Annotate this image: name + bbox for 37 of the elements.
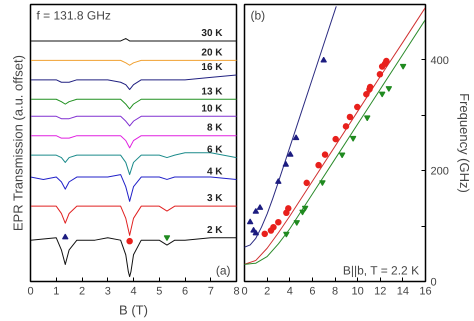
series-label: 13 K — [201, 86, 224, 98]
annotation: (b) — [250, 8, 266, 22]
series-label: 30 K — [201, 28, 224, 39]
x-tick-label: 4 — [286, 286, 293, 298]
x-tick-label: 2 — [78, 286, 86, 298]
series-label: 3 K — [206, 193, 224, 204]
y-axis-title: EPR Transmission (a.u. offset) — [10, 55, 26, 232]
x-axis-title: B (T) — [119, 302, 148, 318]
x-tick-label: 3 — [104, 286, 111, 298]
x-tick-label: 6 — [309, 286, 316, 298]
series-label: 20 K — [201, 47, 224, 58]
x-tick-label: 7 — [208, 286, 214, 298]
text: f = 131.8 GHz — [36, 8, 111, 22]
series-label: 10 K — [201, 103, 224, 114]
series-label: 16 K — [201, 62, 224, 73]
x-tick-label: 14 — [396, 286, 410, 298]
series-label: 4 K — [206, 166, 224, 178]
y-tick-label: 0 — [430, 276, 437, 288]
x-tick-label: 8 — [332, 286, 338, 298]
y-axis-title: Frequency (GHz) — [456, 93, 472, 193]
x-tick-label: 5 — [156, 286, 162, 298]
series-label: 2 K — [206, 224, 224, 236]
y-tick-label: 200 — [430, 166, 449, 178]
y-tick-label: 400 — [430, 54, 449, 67]
x-tick-label: 6 — [182, 286, 188, 298]
x-tick-label: 10 — [352, 286, 364, 298]
x-tick-label: 8 — [233, 286, 240, 298]
x-tick-label: 4 — [130, 286, 137, 298]
x-tick-label: 2 — [264, 286, 270, 298]
x-tick-label: 0 — [241, 286, 248, 298]
x-tick-label: 16 — [419, 286, 432, 298]
series-label: 8 K — [206, 122, 224, 134]
annotation: (a) — [216, 264, 231, 278]
x-tick-label: 0 — [27, 286, 34, 298]
annotation: B||b, T = 2.2 K — [342, 264, 420, 278]
x-tick-label: 1 — [53, 286, 60, 298]
x-tick-label: 12 — [374, 286, 386, 298]
